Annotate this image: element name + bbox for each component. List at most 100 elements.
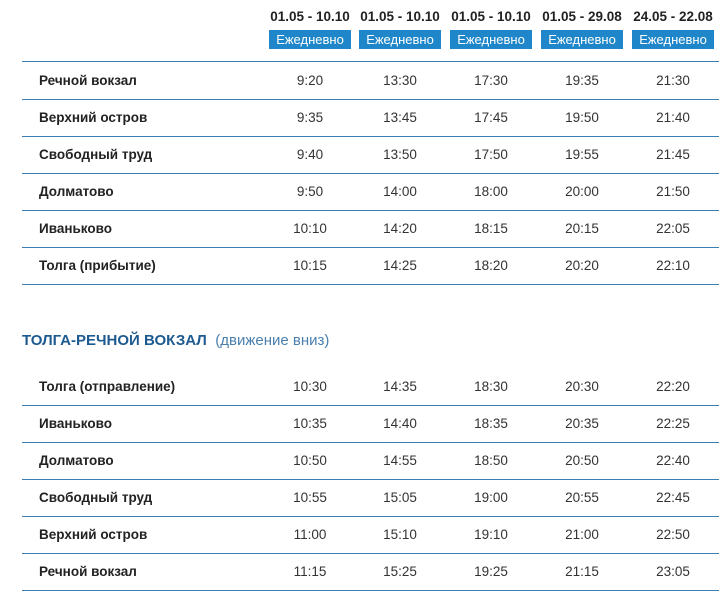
departure-time: 21:15 (565, 564, 599, 579)
departure-time: 15:10 (383, 527, 417, 542)
departure-time: 19:25 (474, 564, 508, 579)
departure-time: 9:40 (296, 147, 324, 162)
departure-time: 15:05 (383, 490, 417, 505)
date-range: 01.05 - 10.10 (360, 9, 440, 24)
departure-time: 18:00 (474, 184, 508, 199)
departure-time: 20:15 (565, 221, 599, 236)
column-header: 01.05 - 10.10 Ежедневно (265, 8, 355, 49)
departure-time: 21:30 (656, 73, 690, 88)
departure-time: 20:50 (565, 453, 599, 468)
departure-time: 14:20 (383, 221, 417, 236)
departure-time: 10:35 (293, 416, 327, 431)
departure-time: 14:25 (383, 258, 417, 273)
departure-time: 21:00 (565, 527, 599, 542)
departure-time: 14:00 (383, 184, 417, 199)
departure-time: 20:55 (565, 490, 599, 505)
departure-time: 19:55 (565, 147, 599, 162)
departure-time: 10:55 (293, 490, 327, 505)
date-range: 24.05 - 22.08 (633, 9, 713, 24)
departure-time: 23:05 (656, 564, 690, 579)
departure-time: 20:00 (565, 184, 599, 199)
days-badge: Ежедневно (541, 30, 623, 49)
departure-time: 14:55 (383, 453, 417, 468)
departure-time: 20:20 (565, 258, 599, 273)
date-range: 01.05 - 10.10 (451, 9, 531, 24)
departure-time: 9:20 (296, 73, 324, 88)
departure-time: 18:50 (474, 453, 508, 468)
route-direction: (движение вниз) (215, 332, 330, 349)
departure-time: 19:10 (474, 527, 508, 542)
departure-time: 22:25 (656, 416, 690, 431)
days-badge: Ежедневно (269, 30, 351, 49)
departure-time: 13:45 (383, 110, 417, 125)
departure-time: 19:00 (474, 490, 508, 505)
column-header: 01.05 - 10.10 Ежедневно (446, 8, 536, 49)
departure-time: 22:10 (656, 258, 690, 273)
departure-time: 18:35 (474, 416, 508, 431)
date-range: 01.05 - 29.08 (542, 9, 622, 24)
stop-name: Долматово (39, 453, 114, 468)
stop-name: Толга (отправление) (39, 379, 176, 394)
section-heading: ТОЛГА-РЕЧНОЙ ВОКЗАЛ (движение вниз) (22, 330, 329, 352)
days-badge: Ежедневно (632, 30, 714, 49)
departure-time: 15:25 (383, 564, 417, 579)
departure-time: 13:30 (383, 73, 417, 88)
departure-time: 22:40 (656, 453, 690, 468)
stop-name: Верхний остров (39, 527, 148, 542)
departure-time: 19:35 (565, 73, 599, 88)
departure-time: 14:35 (383, 379, 417, 394)
table-row: Верхний остров 11:00 15:10 19:10 21:00 2… (22, 516, 719, 554)
days-badge: Ежедневно (359, 30, 441, 49)
departure-time: 10:50 (293, 453, 327, 468)
departure-time: 21:40 (656, 110, 690, 125)
departure-time: 18:30 (474, 379, 508, 394)
date-range: 01.05 - 10.10 (270, 9, 350, 24)
departure-time: 22:20 (656, 379, 690, 394)
table-row: Свободный труд 10:55 15:05 19:00 20:55 2… (22, 479, 719, 517)
departure-time: 17:45 (474, 110, 508, 125)
departure-time: 10:30 (293, 379, 327, 394)
table-row: Речной вокзал 11:15 15:25 19:25 21:15 23… (22, 553, 719, 591)
table-row: Долматово 10:50 14:55 18:50 20:50 22:40 (22, 442, 719, 480)
stop-name: Речной вокзал (39, 73, 137, 88)
stop-name: Верхний остров (39, 110, 148, 125)
departure-time: 10:15 (293, 258, 327, 273)
departure-time: 14:40 (383, 416, 417, 431)
stop-name: Толга (прибытие) (39, 258, 156, 273)
stop-name: Речной вокзал (39, 564, 137, 579)
stop-name: Свободный труд (39, 490, 153, 505)
stop-name: Свободный труд (39, 147, 153, 162)
departure-time: 18:20 (474, 258, 508, 273)
departure-time: 9:35 (296, 110, 324, 125)
departure-time: 10:10 (293, 221, 327, 236)
table-row: Речной вокзал 9:20 13:30 17:30 19:35 21:… (22, 61, 719, 100)
departure-time: 21:50 (656, 184, 690, 199)
table-row: Долматово 9:50 14:00 18:00 20:00 21:50 (22, 173, 719, 211)
column-header: 24.05 - 22.08 Ежедневно (628, 8, 718, 49)
table-row: Иваньково 10:35 14:40 18:35 20:35 22:25 (22, 405, 719, 443)
departure-time: 11:15 (293, 564, 327, 579)
table-row: Толга (отправление) 10:30 14:35 18:30 20… (22, 368, 719, 406)
departure-time: 22:45 (656, 490, 690, 505)
departure-time: 21:45 (656, 147, 690, 162)
stop-name: Иваньково (39, 416, 112, 431)
departure-time: 22:05 (656, 221, 690, 236)
table-row: Иваньково 10:10 14:20 18:15 20:15 22:05 (22, 210, 719, 248)
departure-time: 20:35 (565, 416, 599, 431)
table-row: Свободный труд 9:40 13:50 17:50 19:55 21… (22, 136, 719, 174)
route-title: ТОЛГА-РЕЧНОЙ ВОКЗАЛ (22, 332, 207, 349)
departure-time: 20:30 (565, 379, 599, 394)
departure-time: 19:50 (565, 110, 599, 125)
stop-name: Иваньково (39, 221, 112, 236)
departure-time: 11:00 (293, 527, 327, 542)
days-badge: Ежедневно (450, 30, 532, 49)
column-header: 01.05 - 10.10 Ежедневно (355, 8, 445, 49)
departure-time: 13:50 (383, 147, 417, 162)
stop-name: Долматово (39, 184, 114, 199)
departure-time: 17:30 (474, 73, 508, 88)
table-row: Толга (прибытие) 10:15 14:25 18:20 20:20… (22, 247, 719, 285)
column-header: 01.05 - 29.08 Ежедневно (537, 8, 627, 49)
departure-time: 17:50 (474, 147, 508, 162)
departure-time: 22:50 (656, 527, 690, 542)
table-row: Верхний остров 9:35 13:45 17:45 19:50 21… (22, 99, 719, 137)
